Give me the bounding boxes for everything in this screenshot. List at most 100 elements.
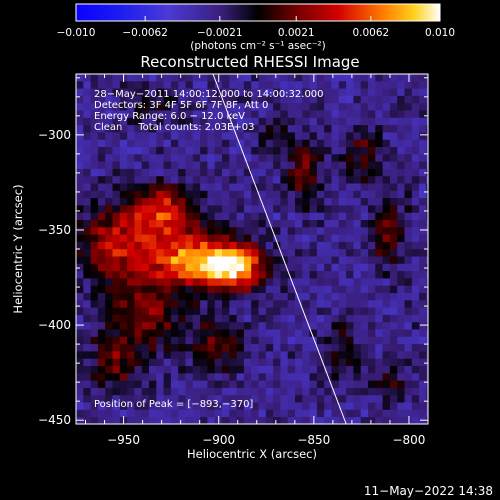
heatmap-cell: [287, 380, 296, 389]
heatmap-cell: [258, 322, 267, 330]
heatmap-cell: [346, 256, 354, 265]
heatmap-cell: [316, 278, 325, 287]
heatmap-cell: [287, 351, 296, 360]
heatmap-cell: [243, 198, 252, 206]
heatmap-cell: [426, 147, 429, 155]
heatmap-cell: [353, 322, 362, 330]
heatmap-cell: [200, 285, 208, 294]
heatmap-cell: [76, 395, 84, 403]
heatmap-cell: [389, 336, 398, 345]
heatmap-cell: [295, 220, 303, 228]
heatmap-cell: [375, 234, 383, 243]
heatmap-cell: [404, 212, 413, 221]
heatmap-cell: [338, 168, 347, 177]
heatmap-cell: [97, 125, 106, 133]
heatmap-cell: [112, 74, 121, 82]
heatmap-cell: [331, 212, 340, 221]
heatmap-cell: [404, 198, 413, 206]
heatmap-cell: [76, 409, 84, 418]
heatmap-cell: [207, 351, 216, 360]
heatmap-cell: [353, 198, 362, 206]
heatmap-cell: [170, 402, 179, 411]
heatmap-cell: [76, 380, 84, 389]
heatmap-cell: [346, 285, 354, 294]
heatmap-cell: [295, 300, 303, 308]
heatmap-cell: [338, 278, 347, 287]
heatmap-cell: [411, 190, 420, 199]
heatmap-cell: [134, 117, 143, 126]
heatmap-cell: [200, 358, 208, 367]
heatmap-cell: [134, 336, 143, 345]
heatmap-cell: [353, 168, 362, 177]
heatmap-cell: [404, 373, 413, 381]
heatmap-cell: [97, 249, 106, 257]
heatmap-cell: [375, 336, 383, 345]
heatmap-cell: [411, 176, 420, 184]
heatmap-cell: [163, 387, 172, 396]
heatmap-cell: [287, 344, 296, 352]
heatmap-cell: [258, 395, 267, 403]
heatmap-cell: [236, 139, 245, 148]
heatmap-cell: [149, 205, 157, 214]
heatmap-cell: [222, 285, 230, 294]
heatmap-cell: [222, 220, 230, 228]
heatmap-cell: [90, 351, 99, 360]
heatmap-cell: [200, 147, 208, 155]
heatmap-cell: [316, 154, 325, 162]
heatmap-cell: [265, 322, 274, 330]
heatmap-cell: [353, 344, 362, 352]
heatmap-cell: [360, 278, 369, 287]
heatmap-cell: [273, 183, 281, 192]
heatmap-cell: [97, 154, 106, 162]
heatmap-cell: [127, 256, 135, 265]
heatmap-cell: [353, 234, 362, 243]
footer-date: 11−May−2022 14:38: [364, 484, 493, 498]
heatmap-cell: [243, 373, 252, 381]
heatmap-cell: [236, 220, 245, 228]
heatmap-cell: [258, 271, 267, 279]
heatmap-cell: [90, 278, 99, 287]
heatmap-cell: [112, 402, 121, 411]
heatmap-cell: [141, 366, 150, 374]
heatmap-cell: [411, 307, 420, 316]
heatmap-cell: [90, 402, 99, 411]
heatmap-cell: [178, 168, 186, 177]
heatmap-cell: [192, 278, 201, 287]
heatmap-cell: [83, 220, 91, 228]
heatmap-cell: [178, 132, 186, 141]
heatmap-cell: [76, 125, 84, 133]
heatmap-cell: [170, 380, 179, 389]
heatmap-cell: [178, 88, 186, 97]
heatmap-cell: [353, 278, 362, 287]
heatmap-cell: [273, 417, 281, 425]
heatmap-cell: [287, 198, 296, 206]
heatmap-cell: [353, 366, 362, 374]
heatmap-cell: [149, 88, 157, 97]
heatmap-cell: [178, 183, 186, 192]
heatmap-cell: [302, 358, 310, 367]
heatmap-cell: [207, 344, 216, 352]
heatmap-cell: [243, 329, 252, 338]
heatmap-cell: [258, 358, 267, 367]
heatmap-cell: [258, 103, 267, 111]
heatmap-cell: [207, 336, 216, 345]
heatmap-cell: [368, 190, 376, 199]
heatmap-cell: [338, 139, 347, 148]
heatmap-cell: [419, 293, 427, 301]
heatmap-cell: [280, 366, 289, 374]
heatmap-cell: [178, 117, 186, 126]
heatmap-cell: [360, 161, 369, 170]
heatmap-cell: [156, 234, 164, 243]
heatmap-cell: [243, 241, 252, 250]
heatmap-cell: [346, 103, 354, 111]
heatmap-cell: [389, 329, 398, 338]
heatmap-cell: [192, 241, 201, 250]
heatmap-cell: [397, 300, 405, 308]
heatmap-cell: [134, 314, 143, 323]
heatmap-cell: [141, 373, 150, 381]
heatmap-cell: [119, 329, 128, 338]
heatmap-cell: [97, 380, 106, 389]
heatmap-cell: [192, 190, 201, 199]
heatmap-cell: [127, 125, 135, 133]
y-tick-label: −450: [38, 413, 71, 427]
